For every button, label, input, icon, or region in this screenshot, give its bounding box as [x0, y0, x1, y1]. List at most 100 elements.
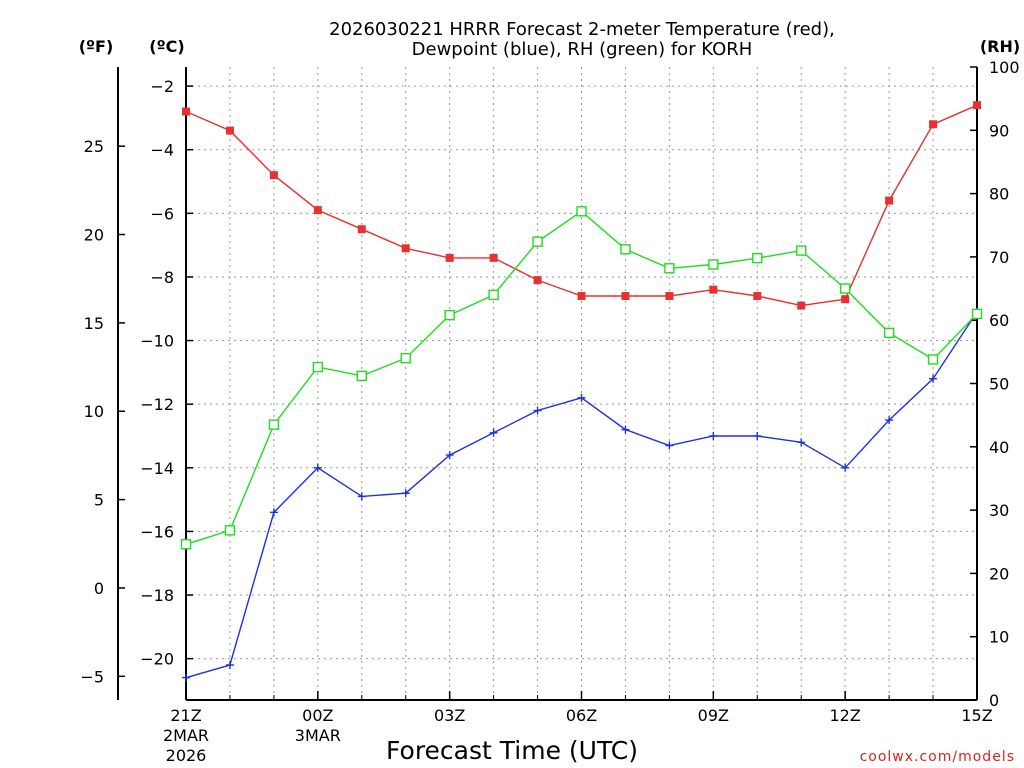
rh-point: [576, 206, 587, 217]
fahrenheit-tick-label: 15: [84, 314, 104, 333]
2-meter-temperature-point: [269, 171, 278, 180]
x-tick-year: 2026: [166, 746, 207, 765]
rh-tick-label: 50: [989, 375, 1009, 394]
dewpoint-point: [182, 673, 190, 682]
rh-point: [268, 419, 280, 430]
rh-tick-label: 10: [989, 628, 1009, 647]
rh-tick-label: 20: [989, 564, 1009, 583]
2-meter-temperature-point: [797, 301, 806, 310]
rh-point: [532, 236, 543, 247]
fahrenheit-tick-label: 25: [84, 137, 104, 156]
rh-point: [180, 539, 192, 550]
celsius-tick-label: −16: [140, 522, 174, 541]
2-meter-temperature-point: [533, 276, 542, 285]
rh-point: [488, 289, 499, 301]
2-meter-temperature-point: [489, 253, 498, 262]
x-tick-date: 2MAR: [163, 726, 209, 745]
dewpoint-point: [929, 374, 938, 383]
2-meter-temperature-point: [753, 292, 762, 301]
2-meter-temperature-point: [445, 253, 454, 262]
x-tick-label: 06Z: [566, 706, 597, 725]
rh-point: [883, 327, 895, 339]
2-meter-temperature-point: [313, 206, 322, 215]
rh-point: [927, 354, 939, 365]
rh-tick-label: 60: [989, 311, 1009, 330]
rh-point: [752, 252, 763, 264]
2-meter-temperature-point: [182, 107, 190, 116]
x-tick-label: 03Z: [434, 706, 465, 725]
dewpoint-point: [797, 438, 806, 447]
fahrenheit-tick-label: 20: [84, 226, 104, 245]
fahrenheit-tick-label: 0: [94, 579, 104, 598]
dewpoint-point: [753, 431, 762, 440]
rh-point: [664, 263, 675, 274]
rh-point: [356, 370, 367, 382]
rh-point: [312, 361, 324, 373]
dewpoint-point: [841, 463, 850, 472]
rh-point: [796, 245, 807, 256]
celsius-tick-label: −12: [140, 395, 174, 414]
2-meter-temperature-point: [973, 101, 981, 110]
celsius-tick-label: −4: [150, 141, 174, 160]
celsius-tick-label: −10: [140, 332, 174, 351]
x-tick-label: 09Z: [698, 706, 729, 725]
x-tick-label: 21Z: [170, 706, 201, 725]
chart-title: 2026030221 HRRR Forecast 2-meter Tempera…: [329, 19, 835, 40]
rh-point: [839, 283, 851, 294]
celsius-unit-label: (ºC): [149, 37, 184, 56]
2-meter-temperature-point: [621, 292, 630, 301]
celsius-tick-label: −8: [150, 268, 174, 287]
2-meter-temperature-point: [577, 292, 586, 301]
fahrenheit-tick-label: 5: [94, 491, 104, 510]
dewpoint-point: [313, 463, 322, 472]
rh-tick-label: 30: [989, 501, 1009, 520]
rh-point: [444, 309, 455, 321]
dewpoint-point: [577, 393, 586, 402]
chart-subtitle: Dewpoint (blue), RH (green) for KORH: [412, 39, 753, 60]
2-meter-temperature-point: [709, 285, 718, 294]
rh-point: [620, 244, 631, 255]
celsius-tick-label: −14: [140, 459, 174, 478]
rh-tick-label: 0: [989, 691, 999, 710]
x-tick-label: 15Z: [961, 706, 992, 725]
dewpoint-point: [665, 441, 674, 450]
fahrenheit-tick-label: −5: [80, 667, 104, 686]
fahrenheit-tick-label: 10: [84, 402, 104, 421]
rh-tick-label: 70: [989, 248, 1009, 267]
2-meter-temperature-point: [841, 295, 850, 304]
dewpoint-point: [269, 508, 278, 517]
x-tick-date: 3MAR: [295, 726, 341, 745]
rh-tick-label: 100: [989, 58, 1020, 77]
2-meter-temperature-series: [182, 101, 981, 310]
2-meter-temperature-point: [401, 244, 410, 253]
rh-tick-label: 90: [989, 121, 1009, 140]
fahrenheit-unit-label: (ºF): [79, 37, 114, 56]
x-axis-title: Forecast Time (UTC): [386, 736, 638, 765]
rh-series: [180, 206, 983, 550]
2-meter-temperature-point: [665, 292, 674, 301]
celsius-tick-label: −6: [150, 204, 174, 223]
rh-point: [708, 259, 719, 270]
axes: −2−4−6−8−10−12−14−16−18−202520151050−510…: [80, 58, 1019, 710]
2-meter-temperature-point: [357, 225, 366, 234]
dewpoint-point: [885, 416, 894, 425]
dewpoint-point: [401, 489, 410, 498]
dewpoint-point: [225, 661, 234, 670]
rh-point: [971, 308, 983, 320]
rh-point: [224, 525, 236, 536]
rh-point: [400, 352, 411, 364]
celsius-tick-label: −20: [140, 650, 174, 669]
data-series: [180, 101, 983, 682]
dewpoint-point: [621, 425, 630, 434]
credit-text: coolwx.com/models: [860, 749, 1015, 765]
rh-tick-label: 40: [989, 438, 1009, 457]
dewpoint-point: [533, 406, 542, 415]
rh-tick-label: 80: [989, 185, 1009, 204]
2-meter-temperature-point: [225, 126, 234, 135]
2-meter-temperature-point: [929, 120, 938, 129]
celsius-tick-label: −18: [140, 586, 174, 605]
2-meter-temperature-point: [885, 196, 894, 205]
dewpoint-point: [445, 451, 454, 460]
